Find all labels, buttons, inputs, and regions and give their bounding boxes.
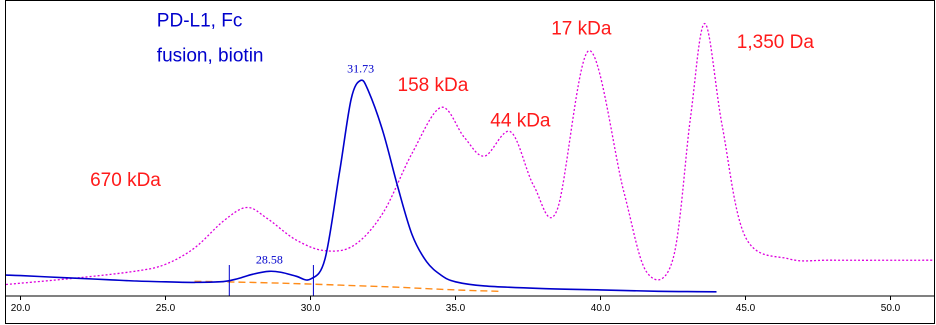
- series-line-baseline: [194, 280, 500, 292]
- x-axis: 20.0 25.0 30.0 35.0 40.0 45.0 50.0: [6, 295, 934, 314]
- x-tick-label-2: 30.0: [301, 303, 321, 314]
- annotation-5: 44 kDa: [490, 110, 551, 131]
- annotation-4: 158 kDa: [398, 75, 469, 96]
- x-tick-label-0: 20.0: [11, 303, 31, 314]
- x-tick-label-4: 40.0: [591, 303, 611, 314]
- series-line-sample: [5, 79, 717, 293]
- peak-marker-layer: [228, 265, 314, 296]
- x-tick-label-3: 35.0: [446, 303, 466, 314]
- annotation-6: 17 kDa: [551, 18, 612, 39]
- x-tick-label-1: 25.0: [156, 303, 176, 314]
- series-line-standards: [5, 22, 935, 286]
- peak-label-1: 28.58: [256, 252, 283, 266]
- annotation-2: fusion, biotin: [157, 45, 264, 66]
- annotation-3: 670 kDa: [90, 170, 161, 191]
- trace-layer: [5, 22, 935, 293]
- x-tick-label-6: 50.0: [881, 303, 901, 314]
- plot-frame: [5, 0, 935, 324]
- label-layer: 28.58 31.73 PD-L1, Fc fusion, biotin 670 kDa…: [90, 10, 814, 266]
- peak-label-2: 31.73: [347, 61, 374, 75]
- annotation-7: 1,350 Da: [737, 32, 815, 53]
- annotation-1: PD-L1, Fc: [157, 10, 243, 31]
- x-tick-label-5: 45.0: [736, 303, 756, 314]
